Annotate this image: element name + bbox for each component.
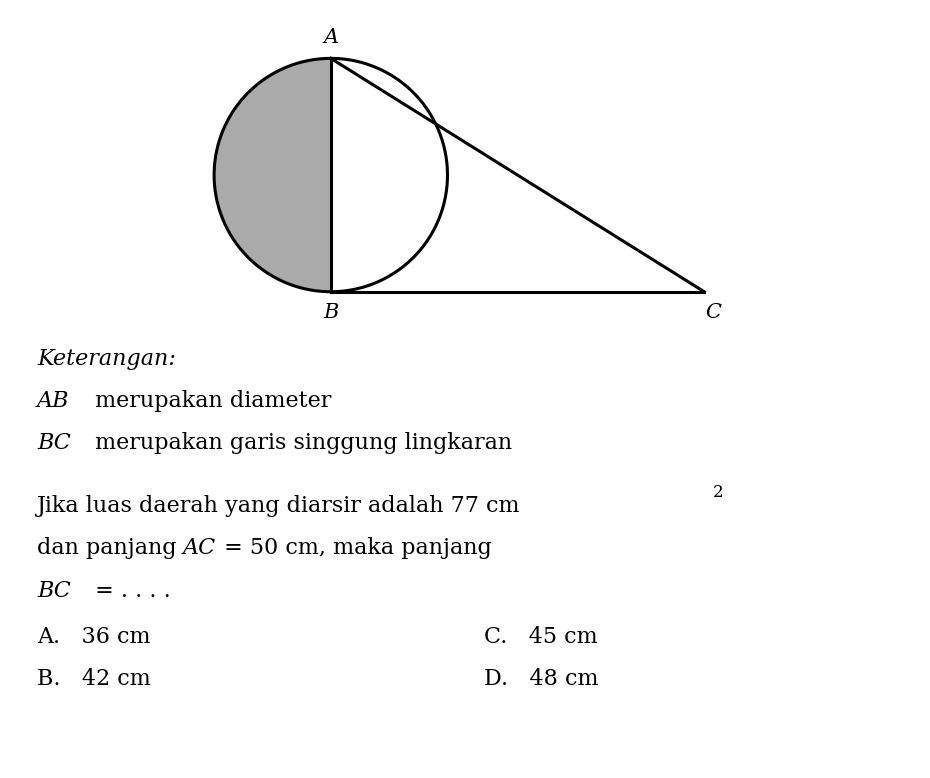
Text: = . . . .: = . . . . — [88, 580, 171, 601]
Text: A: A — [324, 28, 339, 47]
Text: B: B — [323, 303, 339, 322]
Polygon shape — [214, 58, 331, 292]
Text: = 50 cm, maka panjang: = 50 cm, maka panjang — [217, 538, 491, 559]
Text: C: C — [706, 303, 722, 322]
Text: Jika luas daerah yang diarsir adalah 77 cm: Jika luas daerah yang diarsir adalah 77 … — [37, 496, 521, 517]
Text: B.   42 cm: B. 42 cm — [37, 668, 151, 690]
Text: A.   36 cm: A. 36 cm — [37, 626, 151, 648]
Text: merupakan garis singgung lingkaran: merupakan garis singgung lingkaran — [88, 432, 512, 454]
Text: D.   48 cm: D. 48 cm — [484, 668, 598, 690]
Text: BC: BC — [37, 432, 71, 454]
Text: merupakan diameter: merupakan diameter — [88, 390, 332, 412]
Text: AB: AB — [37, 390, 70, 412]
Text: BC: BC — [37, 580, 71, 601]
Text: dan panjang: dan panjang — [37, 538, 184, 559]
Text: 2: 2 — [712, 484, 723, 501]
Text: C.   45 cm: C. 45 cm — [484, 626, 597, 648]
Text: AC: AC — [182, 538, 216, 559]
Text: Keterangan:: Keterangan: — [37, 348, 176, 370]
